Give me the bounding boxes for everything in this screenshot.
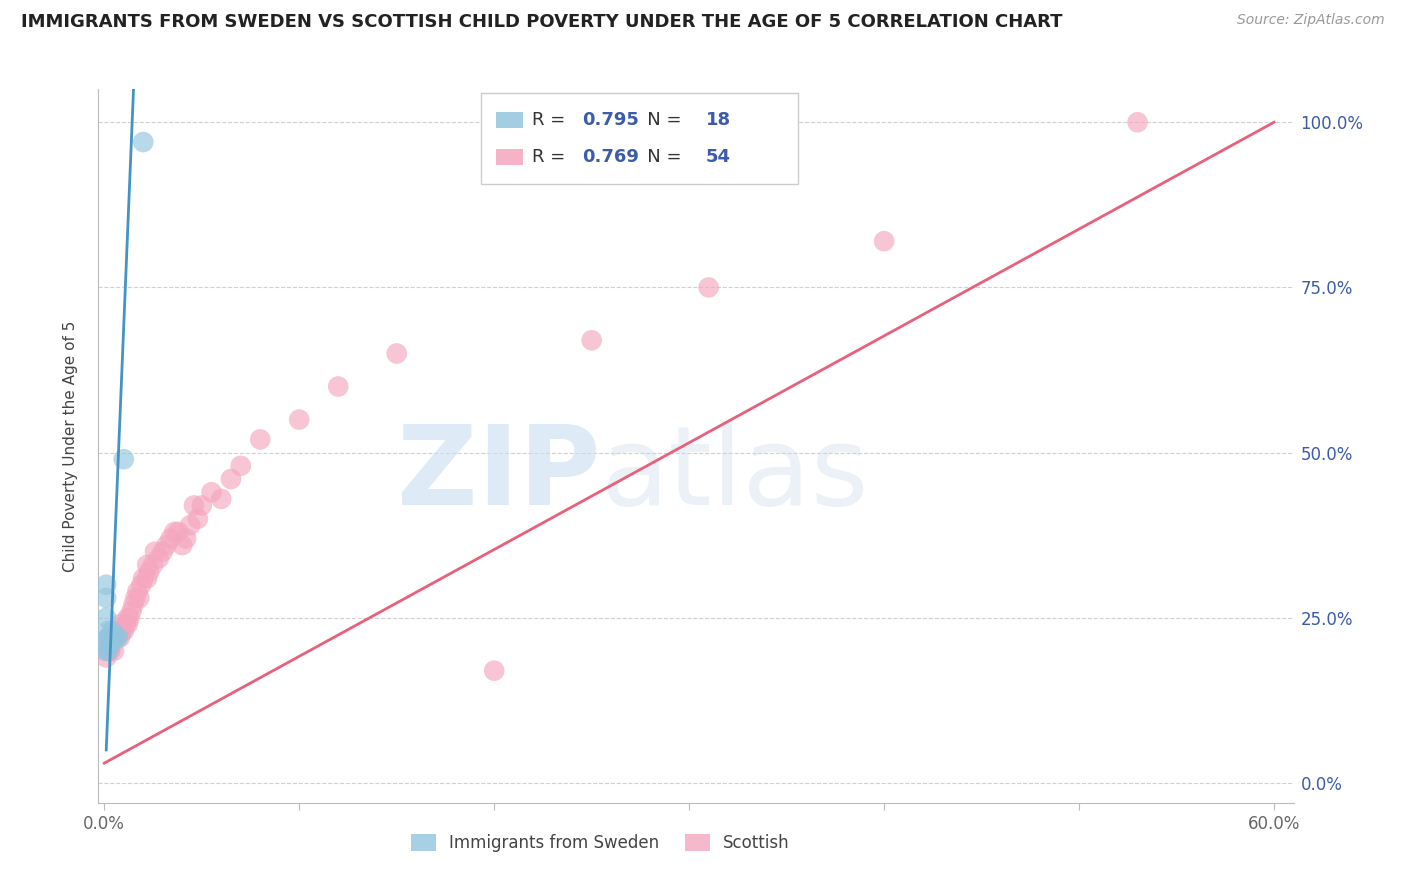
Point — [142, 558, 165, 572]
Text: IMMIGRANTS FROM SWEDEN VS SCOTTISH CHILD POVERTY UNDER THE AGE OF 5 CORRELATION : IMMIGRANTS FROM SWEDEN VS SCOTTISH CHILD… — [21, 13, 1063, 31]
Point — [103, 631, 125, 645]
Point — [183, 499, 205, 513]
Point — [121, 604, 143, 618]
Point — [229, 458, 252, 473]
Point — [112, 624, 135, 638]
Point — [97, 644, 120, 658]
Text: Source: ZipAtlas.com: Source: ZipAtlas.com — [1237, 13, 1385, 28]
Point — [107, 631, 129, 645]
Point — [136, 558, 159, 572]
Text: 54: 54 — [706, 148, 731, 166]
Point — [98, 644, 121, 658]
Point — [103, 644, 125, 658]
Point — [581, 333, 603, 347]
Point — [98, 631, 121, 645]
Point — [138, 565, 160, 579]
Point — [122, 598, 145, 612]
Text: N =: N = — [630, 148, 688, 166]
Point — [249, 433, 271, 447]
Point — [172, 538, 194, 552]
Point — [167, 524, 190, 539]
Point — [96, 650, 118, 665]
Point — [117, 611, 139, 625]
Point — [117, 617, 139, 632]
Point — [127, 584, 149, 599]
Point — [108, 631, 131, 645]
Point — [96, 591, 118, 605]
Point — [98, 631, 121, 645]
Text: N =: N = — [630, 111, 688, 129]
Point — [179, 518, 201, 533]
Text: 0.795: 0.795 — [582, 111, 640, 129]
Point — [190, 499, 212, 513]
Point — [136, 571, 159, 585]
Bar — [496, 149, 523, 165]
Point — [174, 532, 197, 546]
Point — [101, 637, 124, 651]
Point — [128, 591, 150, 605]
Point — [697, 280, 720, 294]
Point — [209, 491, 232, 506]
Text: R =: R = — [533, 148, 571, 166]
Point — [103, 631, 125, 645]
Point — [114, 617, 136, 632]
Point — [97, 631, 120, 645]
Point — [97, 637, 120, 651]
Point — [108, 617, 131, 632]
Point — [97, 631, 120, 645]
Point — [101, 624, 124, 638]
Point — [132, 135, 155, 149]
Point — [143, 545, 166, 559]
Y-axis label: Child Poverty Under the Age of 5: Child Poverty Under the Age of 5 — [63, 320, 77, 572]
Point — [98, 637, 121, 651]
Point — [385, 346, 408, 360]
Text: R =: R = — [533, 111, 571, 129]
Point — [152, 545, 174, 559]
Point — [111, 624, 134, 638]
Legend: Immigrants from Sweden, Scottish: Immigrants from Sweden, Scottish — [405, 827, 796, 859]
Point — [873, 234, 896, 248]
Point — [97, 644, 120, 658]
Point — [104, 631, 127, 645]
Point — [124, 591, 146, 605]
Point — [96, 578, 118, 592]
Text: atlas: atlas — [600, 421, 869, 528]
Point — [163, 524, 186, 539]
Point — [98, 637, 121, 651]
Point — [482, 664, 505, 678]
Point — [131, 578, 153, 592]
Point — [1126, 115, 1149, 129]
Point — [132, 571, 155, 585]
Text: 18: 18 — [706, 111, 731, 129]
Bar — [496, 112, 523, 128]
Point — [96, 611, 118, 625]
Point — [104, 631, 127, 645]
Text: ZIP: ZIP — [396, 421, 600, 528]
Text: 0.769: 0.769 — [582, 148, 640, 166]
Point — [112, 452, 135, 467]
Point — [156, 538, 179, 552]
Point — [118, 611, 141, 625]
Point — [159, 532, 181, 546]
Point — [219, 472, 242, 486]
Point — [200, 485, 222, 500]
Point — [187, 511, 209, 525]
Point — [97, 624, 120, 638]
FancyBboxPatch shape — [481, 93, 797, 184]
Point — [107, 624, 129, 638]
Point — [148, 551, 170, 566]
Point — [94, 644, 117, 658]
Point — [328, 379, 350, 393]
Point — [288, 412, 311, 426]
